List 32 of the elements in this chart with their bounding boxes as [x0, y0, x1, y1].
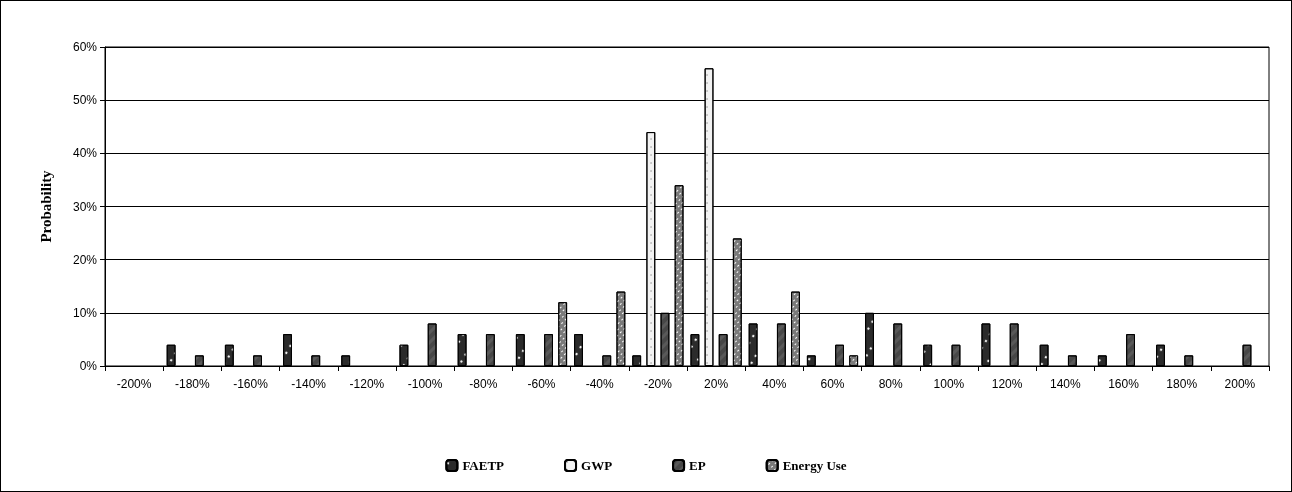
- y-tick-label: 50%: [72, 93, 98, 108]
- x-tick-label: 20%: [704, 377, 729, 391]
- x-tick-label: -20%: [643, 377, 673, 391]
- legend-label: GWP: [581, 458, 613, 473]
- x-tick-label: -120%: [349, 377, 385, 391]
- x-tick-label: 100%: [933, 377, 965, 391]
- y-tick-label: 20%: [72, 252, 98, 267]
- x-tick-label: -40%: [585, 377, 615, 391]
- y-tick-label: 0%: [79, 359, 98, 373]
- x-tick-label: 120%: [991, 377, 1023, 391]
- x-tick-label: -180%: [174, 377, 210, 391]
- y-tick-label: 10%: [72, 305, 98, 320]
- x-tick-label: -200%: [116, 377, 152, 391]
- x-tick-label: -80%: [469, 377, 498, 391]
- x-tick-label: 80%: [878, 377, 904, 391]
- y-axis-title: Probability: [37, 169, 54, 243]
- x-tick-label: -140%: [291, 377, 327, 391]
- legend-label: Energy Use: [782, 458, 847, 473]
- x-tick-label: -160%: [233, 377, 269, 391]
- y-tick-label: 40%: [72, 146, 98, 161]
- x-tick-label: 180%: [1166, 377, 1198, 391]
- legend-label: EP: [689, 458, 706, 473]
- x-tick-label: 40%: [762, 377, 787, 391]
- x-tick-label: -100%: [407, 377, 443, 391]
- legend-label: FAETP: [462, 458, 505, 473]
- x-tick-label: 60%: [820, 377, 845, 391]
- x-tick-label: -60%: [527, 377, 556, 391]
- x-tick-label: 160%: [1108, 377, 1140, 391]
- y-tick-label: 30%: [72, 199, 98, 214]
- x-tick-label: 140%: [1049, 377, 1081, 391]
- x-tick-label: 200%: [1224, 377, 1256, 391]
- y-tick-label: 60%: [72, 40, 98, 54]
